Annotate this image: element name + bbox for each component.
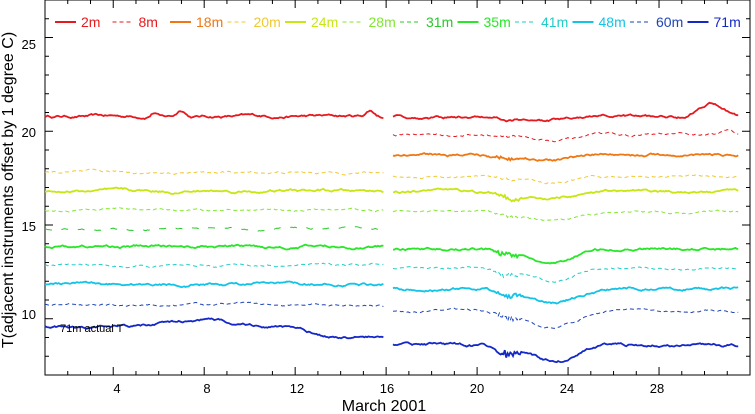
- series-line-31m-part1: [44, 225, 384, 232]
- x-tick-label: 20: [470, 381, 484, 396]
- annotation-71m: 71m actual T: [60, 323, 124, 335]
- legend-label-8m: 8m: [139, 14, 158, 30]
- legend-label-60m: 60m: [656, 14, 683, 30]
- x-axis-title: March 2001: [342, 398, 427, 414]
- series-line-48m-part1: [44, 280, 384, 289]
- x-tick-label: 28: [650, 381, 664, 396]
- y-tick-label: 15: [22, 219, 36, 234]
- series-layer: [44, 101, 739, 364]
- minor-ticks: [45, 0, 750, 375]
- legend-label-35m: 35m: [484, 14, 511, 30]
- legend-label-24m: 24m: [311, 14, 338, 30]
- series-line-41m-part1: [44, 262, 384, 269]
- series-line-28m-part1: [44, 207, 384, 213]
- series-line-35m-part2: [393, 246, 739, 265]
- x-tick-label: 16: [380, 381, 394, 396]
- legend-label-41m: 41m: [541, 14, 568, 30]
- series-line-24m-part1: [44, 186, 384, 195]
- series-line-60m-part1: [44, 301, 384, 308]
- y-tick-label: 10: [22, 307, 36, 322]
- series-line-71m-part1: [44, 317, 384, 340]
- legend: 2m 8m 18m 20m 24m 28m 31m 35m 41m 48m 60m 71m: [55, 14, 741, 30]
- series-line-60m-part2: [392, 307, 739, 329]
- x-tick-label: 4: [113, 381, 120, 396]
- series-line-2m-part2: [392, 101, 739, 123]
- series-line-35m-part1: [44, 243, 384, 251]
- x-tick-label: 12: [290, 381, 304, 396]
- major-ticks: [45, 0, 750, 375]
- y-tick-label: 25: [22, 37, 36, 52]
- legend-label-18m: 18m: [196, 14, 223, 30]
- series-line-48m-part2: [392, 286, 739, 305]
- series-line-20m-part1: [44, 168, 384, 176]
- series-line-18m-part2: [392, 152, 739, 162]
- legend-label-2m: 2m: [81, 14, 100, 30]
- series-line-20m-part2: [392, 174, 739, 185]
- series-line-2m-part1: [44, 109, 384, 120]
- y-axis-title: T(adjacent instruments offset by 1 degre…: [0, 32, 17, 348]
- y-tick-label: 20: [22, 125, 36, 140]
- legend-label-31m: 31m: [426, 14, 453, 30]
- legend-label-28m: 28m: [369, 14, 396, 30]
- plot-frame: [44, 0, 751, 376]
- series-line-71m-part2: [392, 341, 739, 364]
- legend-label-48m: 48m: [599, 14, 626, 30]
- series-line-8m-part2: [392, 129, 739, 143]
- x-tick-label: 24: [560, 381, 574, 396]
- x-tick-label: 8: [203, 381, 210, 396]
- series-line-41m-part2: [392, 266, 739, 283]
- legend-label-71m: 71m: [714, 14, 741, 30]
- legend-label-20m: 20m: [254, 14, 281, 30]
- series-line-28m-part2: [392, 209, 739, 222]
- series-line-24m-part2: [392, 187, 739, 203]
